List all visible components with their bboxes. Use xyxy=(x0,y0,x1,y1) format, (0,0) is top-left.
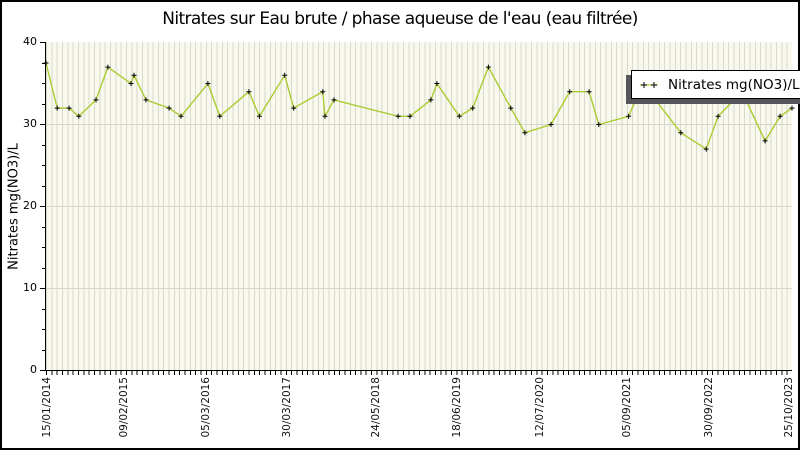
horizontal-gridline xyxy=(46,206,792,207)
legend-label: Nitrates mg(NO3)/L xyxy=(668,76,800,93)
y-minor-tick xyxy=(42,165,46,166)
y-minor-tick xyxy=(42,103,46,105)
data-point-markers xyxy=(43,60,795,152)
y-minor-tick xyxy=(42,83,46,84)
y-tick-label: 10 xyxy=(23,281,37,294)
y-minor-tick xyxy=(42,62,46,64)
x-tick-label: 09/02/2015 xyxy=(118,377,131,438)
x-tick-marks xyxy=(46,371,792,375)
x-tick-label: 30/03/2017 xyxy=(280,377,293,438)
y-minor-tick xyxy=(42,185,46,187)
y-tick-label: 30 xyxy=(23,117,37,130)
x-axis-line xyxy=(45,370,792,371)
y-major-tick xyxy=(40,42,46,43)
y-minor-tick xyxy=(42,226,46,228)
y-tick-label: 0 xyxy=(30,363,37,376)
y-major-tick xyxy=(40,206,46,207)
x-tick-label: 12/07/2020 xyxy=(534,377,547,438)
x-tick-label: 05/03/2016 xyxy=(200,377,213,438)
y-tick-label: 20 xyxy=(23,199,37,212)
x-tick-label: 18/06/2019 xyxy=(450,377,463,438)
y-major-tick xyxy=(40,124,46,125)
x-tick-label: 30/09/2022 xyxy=(702,377,715,438)
legend-line-sample xyxy=(640,81,658,88)
y-tick-label: 40 xyxy=(23,35,37,48)
horizontal-gridline xyxy=(46,124,792,125)
x-tick-label: 25/10/2023 xyxy=(782,377,795,438)
x-tick-label: 05/09/2021 xyxy=(620,377,633,438)
x-tick-label: 15/01/2014 xyxy=(41,377,54,438)
y-major-tick xyxy=(40,370,46,371)
horizontal-gridline xyxy=(46,288,792,289)
y-minor-tick xyxy=(42,267,46,269)
y-minor-tick xyxy=(42,308,46,310)
legend-box: Nitrates mg(NO3)/L xyxy=(631,70,800,99)
y-minor-tick xyxy=(42,349,46,351)
y-major-tick xyxy=(40,288,46,289)
y-minor-tick xyxy=(42,247,46,248)
x-tick-label: 24/05/2018 xyxy=(370,377,383,438)
y-minor-tick xyxy=(42,144,46,146)
y-minor-tick xyxy=(42,329,46,330)
chart-title: Nitrates sur Eau brute / phase aqueuse d… xyxy=(162,9,638,29)
